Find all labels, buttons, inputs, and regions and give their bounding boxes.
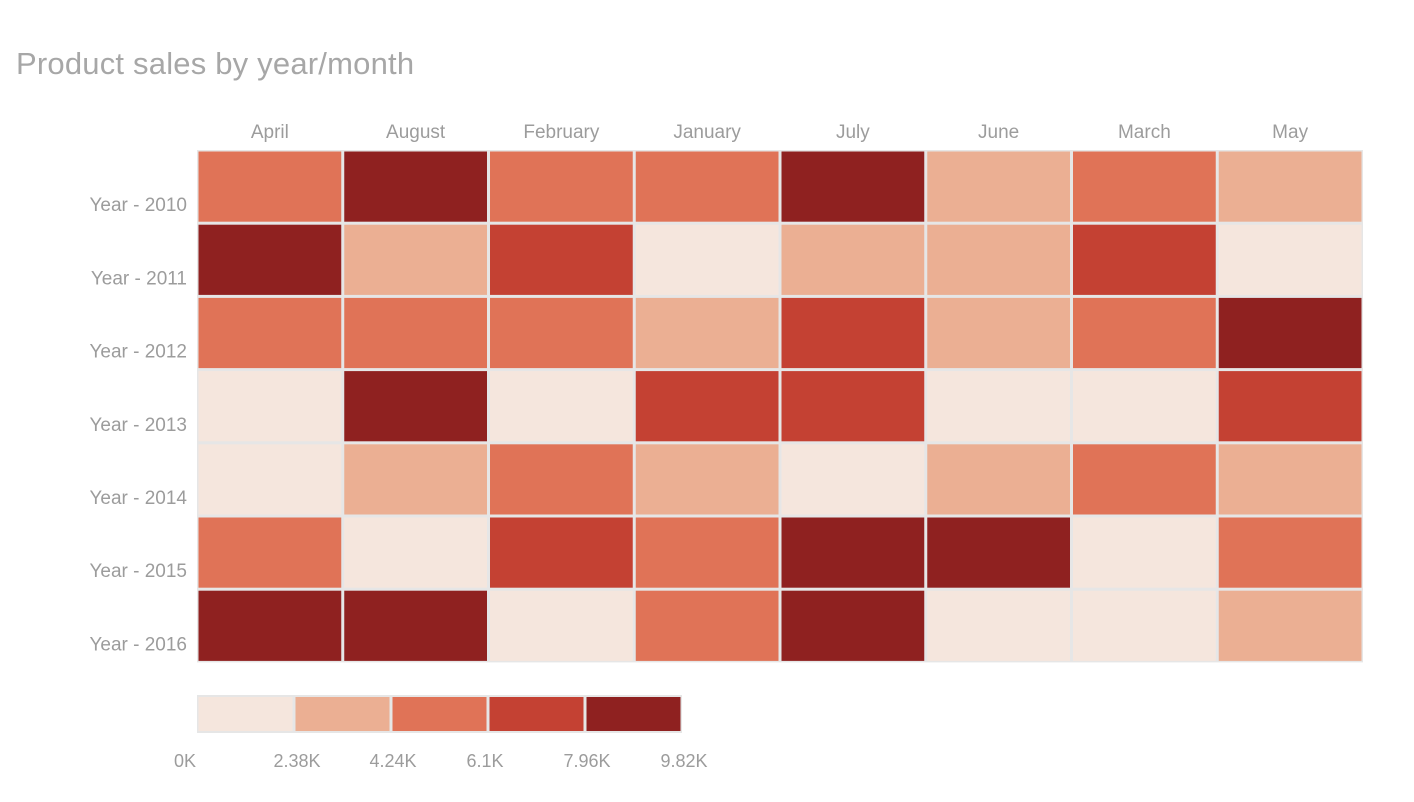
heatmap-cell-year2012-january[interactable] [635, 297, 779, 369]
column-label-may: May [1272, 122, 1308, 143]
heatmap-cell-year2011-february[interactable] [490, 224, 633, 295]
heatmap-cell-year2016-march[interactable] [1073, 590, 1216, 661]
heatmap-cell-year2015-march[interactable] [1073, 517, 1216, 588]
heatmap-cell-year2013-february[interactable] [490, 371, 633, 442]
column-label-july: July [836, 122, 870, 143]
heatmap-cell-year2013-july[interactable] [781, 371, 925, 442]
heatmap-cell-year2012-march[interactable] [1073, 297, 1216, 369]
row-label-year2013: Year - 2013 [89, 415, 187, 436]
row-labels: Year - 2010 Year - 2011 Year - 2012 Year - … [89, 195, 187, 655]
heatmap-cell-year2014-january[interactable] [635, 444, 779, 515]
heatmap-cell-year2015-february[interactable] [490, 517, 633, 588]
heatmap-cell-year2014-february[interactable] [490, 444, 633, 515]
heatmap-cell-year2014-june[interactable] [927, 444, 1070, 515]
color-legend: 0K 2.38K 4.24K 6.1K 7.96K 9.82K [174, 695, 708, 771]
heatmap-cell-year2010-february[interactable] [490, 151, 633, 222]
column-label-april: April [251, 122, 289, 143]
legend-tick-label: 2.38K [273, 751, 320, 771]
heatmap-cell-year2016-may[interactable] [1218, 590, 1362, 661]
heatmap-cell-year2014-march[interactable] [1073, 444, 1216, 515]
heatmap-cell-year2016-july[interactable] [781, 590, 925, 661]
heatmap-cell-year2015-august[interactable] [344, 517, 487, 588]
heatmap-cell-year2012-february[interactable] [490, 297, 633, 369]
heatmap-cell-year2011-august[interactable] [344, 224, 487, 295]
heatmap-cell-year2010-august[interactable] [344, 151, 487, 222]
heatmap-cell-year2010-june[interactable] [927, 151, 1070, 222]
column-label-june: June [978, 122, 1019, 143]
column-label-august: August [386, 122, 446, 143]
column-label-january: January [673, 122, 741, 143]
chart-title: Product sales by year/month [16, 46, 415, 81]
heatmap-cell-year2013-april[interactable] [198, 371, 342, 442]
heatmap-cell-year2011-june[interactable] [927, 224, 1070, 295]
heatmap-cell-year2011-january[interactable] [635, 224, 779, 295]
legend-tick-label: 0K [174, 751, 196, 771]
heatmap-cell-year2014-april[interactable] [198, 444, 342, 515]
heatmap-cell-year2013-may[interactable] [1218, 371, 1362, 442]
heatmap-cell-year2016-august[interactable] [344, 590, 487, 661]
legend-swatch-1 [198, 697, 293, 731]
legend-swatch-2 [295, 697, 390, 731]
heatmap-cell-year2010-april[interactable] [198, 151, 342, 222]
column-label-february: February [523, 122, 600, 143]
heatmap-cell-year2013-august[interactable] [344, 371, 487, 442]
heatmap-cell-year2016-april[interactable] [198, 590, 342, 661]
heatmap-cell-year2011-march[interactable] [1073, 224, 1216, 295]
heatmap-cell-year2011-april[interactable] [198, 224, 342, 295]
heatmap-cell-year2012-april[interactable] [198, 297, 342, 369]
heatmap-cell-year2016-february[interactable] [490, 590, 633, 661]
heatmap-cell-year2016-june[interactable] [927, 590, 1070, 661]
heatmap-cell-year2013-march[interactable] [1073, 371, 1216, 442]
heatmap-cell-year2015-january[interactable] [635, 517, 779, 588]
legend-tick-label: 4.24K [369, 751, 416, 771]
row-label-year2012: Year - 2012 [89, 342, 187, 363]
legend-tick-label: 6.1K [466, 751, 503, 771]
heatmap-cell-year2012-june[interactable] [927, 297, 1070, 369]
legend-tick-label: 7.96K [563, 751, 610, 771]
heatmap-cell-year2012-august[interactable] [344, 297, 487, 369]
heatmap-cell-year2014-may[interactable] [1218, 444, 1362, 515]
heatmap-cell-year2013-january[interactable] [635, 371, 779, 442]
heatmap-cell-year2010-january[interactable] [635, 151, 779, 222]
heatmap-cell-year2014-august[interactable] [344, 444, 487, 515]
legend-swatch-5 [586, 697, 681, 731]
legend-swatch-3 [392, 697, 487, 731]
heatmap-cell-year2011-may[interactable] [1218, 224, 1362, 295]
heatmap-cell-year2012-july[interactable] [781, 297, 925, 369]
heatmap-cells [197, 150, 1363, 663]
row-label-year2014: Year - 2014 [89, 488, 187, 509]
heatmap-cell-year2015-may[interactable] [1218, 517, 1362, 588]
heatmap-cell-year2010-may[interactable] [1218, 151, 1362, 222]
heatmap-cell-year2010-july[interactable] [781, 151, 925, 222]
legend-tick-label: 9.82K [660, 751, 707, 771]
heatmap-cell-year2015-july[interactable] [781, 517, 925, 588]
heatmap-cell-year2014-july[interactable] [781, 444, 925, 515]
row-label-year2010: Year - 2010 [89, 195, 187, 216]
heatmap-cell-year2010-march[interactable] [1073, 151, 1216, 222]
heatmap-cell-year2015-june[interactable] [927, 517, 1070, 588]
heatmap-cell-year2013-june[interactable] [927, 371, 1070, 442]
row-label-year2016: Year - 2016 [89, 634, 187, 655]
column-label-march: March [1118, 122, 1171, 143]
legend-swatch-4 [489, 697, 584, 731]
heatmap-cell-year2011-july[interactable] [781, 224, 925, 295]
heatmap-cell-year2015-april[interactable] [198, 517, 342, 588]
heatmap-cell-year2012-may[interactable] [1218, 297, 1362, 369]
heatmap-cell-year2016-january[interactable] [635, 590, 779, 661]
row-label-year2015: Year - 2015 [89, 561, 187, 582]
row-label-year2011: Year - 2011 [91, 268, 187, 289]
column-labels: April August February January July June March M… [251, 122, 1309, 143]
